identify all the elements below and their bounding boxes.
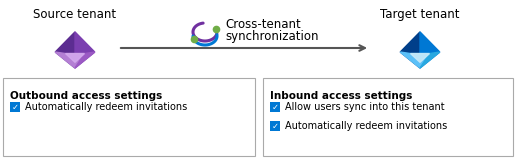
Text: Automatically redeem invitations: Automatically redeem invitations: [25, 102, 187, 112]
Polygon shape: [75, 32, 95, 68]
FancyBboxPatch shape: [270, 121, 280, 131]
Text: ✓: ✓: [271, 121, 279, 131]
Text: Source tenant: Source tenant: [34, 8, 117, 21]
Polygon shape: [420, 32, 440, 68]
FancyBboxPatch shape: [270, 102, 280, 112]
Polygon shape: [400, 52, 429, 68]
Text: synchronization: synchronization: [225, 30, 318, 43]
Text: Allow users sync into this tenant: Allow users sync into this tenant: [285, 102, 445, 112]
Text: Inbound access settings: Inbound access settings: [270, 91, 412, 101]
Polygon shape: [75, 52, 95, 68]
Text: ✓: ✓: [271, 103, 279, 111]
Polygon shape: [55, 32, 75, 68]
Text: Outbound access settings: Outbound access settings: [10, 91, 162, 101]
Polygon shape: [420, 52, 440, 68]
Polygon shape: [411, 54, 429, 62]
Polygon shape: [66, 54, 85, 62]
Text: ✓: ✓: [11, 103, 19, 111]
Polygon shape: [55, 52, 85, 68]
Text: Automatically redeem invitations: Automatically redeem invitations: [285, 121, 447, 131]
Polygon shape: [400, 32, 420, 68]
Text: Cross-tenant: Cross-tenant: [225, 18, 301, 31]
FancyBboxPatch shape: [263, 78, 513, 156]
FancyBboxPatch shape: [10, 102, 20, 112]
FancyBboxPatch shape: [3, 78, 255, 156]
Text: Target tenant: Target tenant: [380, 8, 460, 21]
